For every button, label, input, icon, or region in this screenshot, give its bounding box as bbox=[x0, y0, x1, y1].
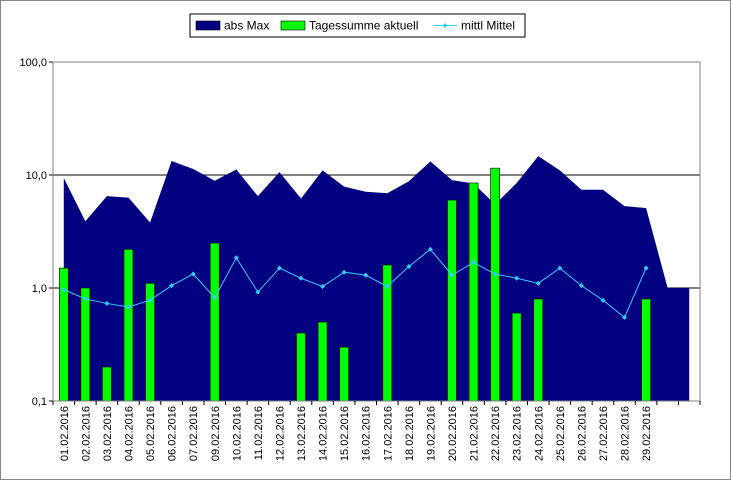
bar bbox=[468, 182, 479, 402]
x-tick-label: 07.02.2016 bbox=[188, 406, 200, 461]
x-tick-label: 18.02.2016 bbox=[404, 406, 416, 461]
line-marker bbox=[125, 304, 131, 310]
line-marker bbox=[320, 284, 326, 290]
bar bbox=[123, 249, 134, 402]
line-marker bbox=[622, 314, 628, 320]
x-tick-label: 13.02.2016 bbox=[296, 406, 308, 461]
x-tick-label: 01.02.2016 bbox=[59, 406, 71, 461]
legend-label: mittl Mittel bbox=[461, 19, 515, 33]
line-marker bbox=[427, 246, 433, 252]
line-marker bbox=[384, 284, 390, 290]
area bbox=[63, 156, 690, 401]
y-tick-label: 100,0 bbox=[19, 57, 47, 69]
line-marker bbox=[471, 260, 477, 266]
x-tick-label: 06.02.2016 bbox=[167, 406, 179, 461]
line-marker bbox=[578, 283, 584, 289]
legend-swatch bbox=[280, 20, 306, 31]
line-marker bbox=[514, 275, 520, 281]
x-tick-label: 12.02.2016 bbox=[274, 406, 286, 461]
legend-label: abs Max bbox=[224, 19, 269, 33]
x-tick-label: 05.02.2016 bbox=[145, 406, 157, 461]
x-tick-label: 15.02.2016 bbox=[339, 406, 351, 461]
legend-swatch bbox=[195, 20, 221, 31]
x-tick-label: 27.02.2016 bbox=[598, 406, 610, 461]
x-tick-label: 02.02.2016 bbox=[80, 406, 92, 461]
line-marker bbox=[406, 263, 412, 269]
line-marker bbox=[233, 255, 239, 261]
x-tick-label: 11.02.2016 bbox=[253, 406, 265, 460]
line bbox=[63, 248, 647, 319]
line-marker bbox=[212, 295, 218, 301]
legend-box bbox=[189, 13, 526, 38]
line-marker bbox=[276, 265, 282, 271]
line-marker bbox=[82, 296, 88, 302]
line-marker bbox=[255, 289, 261, 295]
line-marker bbox=[104, 300, 110, 306]
bar bbox=[533, 298, 544, 402]
x-tick-label: 19.02.2016 bbox=[425, 406, 437, 461]
line-marker bbox=[341, 269, 347, 275]
legend-swatch bbox=[442, 23, 448, 28]
x-tick-label: 17.02.2016 bbox=[382, 406, 394, 461]
line-marker bbox=[61, 286, 67, 292]
line-marker bbox=[363, 272, 369, 278]
bar bbox=[511, 312, 522, 402]
bar bbox=[317, 321, 328, 402]
line-marker bbox=[190, 271, 196, 277]
x-tick-label: 28.02.2016 bbox=[620, 406, 632, 461]
x-tick-label: 29.02.2016 bbox=[641, 406, 653, 461]
x-tick-label: 04.02.2016 bbox=[123, 406, 135, 461]
x-tick-label: 14.02.2016 bbox=[318, 406, 330, 461]
legend-label: Tagessumme aktuell bbox=[309, 19, 418, 33]
line-marker bbox=[643, 265, 649, 271]
x-tick-label: 03.02.2016 bbox=[102, 406, 114, 461]
y-tick-label: 0,1 bbox=[32, 396, 47, 408]
y-tick-label: 1,0 bbox=[32, 283, 47, 295]
x-tick-label: 24.02.2016 bbox=[533, 406, 545, 461]
y-tick-label: 10,0 bbox=[26, 170, 47, 182]
x-tick-label: 25.02.2016 bbox=[555, 406, 567, 461]
line-marker bbox=[449, 272, 455, 278]
x-tick-label: 22.02.2016 bbox=[490, 406, 502, 461]
bar bbox=[641, 298, 651, 402]
bar bbox=[339, 346, 349, 402]
line-marker bbox=[169, 283, 175, 289]
bar bbox=[490, 167, 500, 402]
bar bbox=[80, 287, 91, 402]
line-marker bbox=[298, 275, 304, 281]
x-tick-label: 21.02.2016 bbox=[469, 406, 481, 461]
bar bbox=[102, 366, 112, 402]
x-tick-label: 10.02.2016 bbox=[231, 406, 243, 461]
line-marker bbox=[535, 280, 541, 286]
line-marker bbox=[557, 265, 563, 271]
bar bbox=[296, 332, 306, 402]
line-marker bbox=[147, 297, 153, 303]
line-marker bbox=[600, 297, 606, 303]
x-tick-label: 26.02.2016 bbox=[576, 406, 588, 461]
x-tick-label: 09.02.2016 bbox=[210, 406, 222, 461]
line-marker bbox=[492, 271, 498, 277]
x-tick-label: 23.02.2016 bbox=[512, 406, 524, 461]
bar bbox=[209, 242, 220, 402]
x-tick-label: 20.02.2016 bbox=[447, 406, 459, 461]
x-tick-label: 16.02.2016 bbox=[361, 406, 373, 461]
bar bbox=[447, 199, 457, 402]
